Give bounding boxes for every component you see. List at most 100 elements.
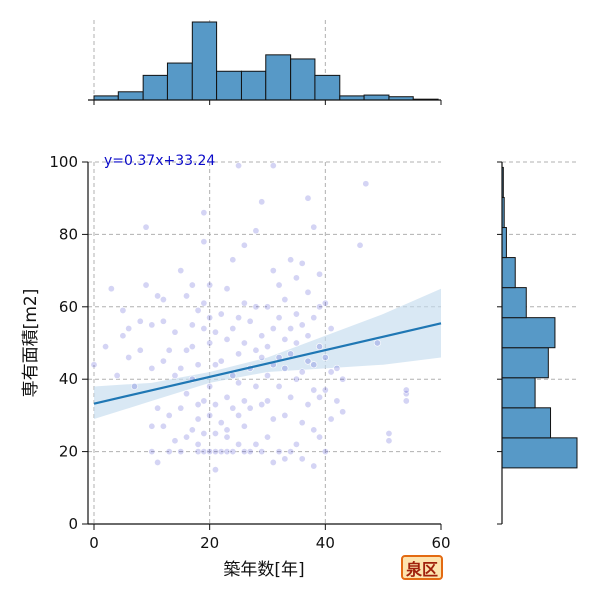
top-hist-bar (290, 58, 316, 101)
scatter-point (258, 353, 266, 361)
scatter-point (362, 180, 370, 188)
scatter-point (275, 382, 283, 390)
scatter-point (281, 335, 289, 343)
scatter-point (269, 267, 277, 275)
scatter-point (159, 296, 167, 304)
axes: 0 20 40 60 0 20 40 60 80 100 (49, 153, 450, 552)
y-axis-label: 専有面積[m2] (21, 289, 41, 398)
scatter-point (200, 325, 208, 333)
top-hist-bar (216, 70, 242, 101)
scatter-point (119, 332, 127, 340)
scatter-point (142, 281, 150, 289)
scatter-point (194, 361, 202, 369)
scatter-point (310, 223, 318, 231)
x-tick-label: 20 (200, 534, 219, 552)
scatter-point (252, 303, 260, 311)
scatter-point (171, 437, 179, 445)
scatter-point (148, 364, 156, 372)
area-badge: 泉区 (401, 555, 443, 580)
right-hist-bar (501, 317, 556, 349)
scatter-point (223, 426, 231, 434)
scatter-point (258, 448, 266, 456)
scatter-point (281, 296, 289, 304)
top-hist-bar (142, 74, 168, 101)
scatter-point (148, 448, 156, 456)
scatter-point (252, 382, 260, 390)
scatter-point (200, 209, 208, 217)
scatter-point (304, 401, 312, 409)
scatter-point (229, 448, 237, 456)
scatter-point (223, 448, 231, 456)
regression-equation: y=0.37x+33.24 (104, 153, 215, 169)
scatter-point (240, 448, 248, 456)
marginal-x-histogram (88, 20, 442, 105)
scatter-point (107, 285, 115, 293)
scatter-point (281, 364, 289, 372)
scatter-point (310, 386, 318, 394)
scatter-point (263, 372, 271, 380)
x-tick-label: 60 (431, 534, 450, 552)
scatter-point (281, 411, 289, 419)
scatter-point (287, 325, 295, 333)
scatter-point (102, 343, 110, 351)
scatter-point (240, 241, 248, 249)
scatter-point (339, 375, 347, 383)
scatter-point (310, 462, 318, 470)
x-tick-label: 0 (89, 534, 99, 552)
right-hist-bar (501, 257, 516, 289)
scatter-point (223, 433, 231, 441)
top-hist-bar (117, 91, 144, 101)
scatter-point (258, 332, 266, 340)
scatter-point (263, 343, 271, 351)
scatter-point (136, 346, 144, 354)
scatter-point (206, 448, 214, 456)
scatter-point (200, 238, 208, 246)
scatter-point (356, 241, 364, 249)
scatter-point (321, 353, 329, 361)
scatter-point (258, 198, 266, 206)
confidence-band-layer (94, 288, 441, 420)
scatter-point (130, 382, 138, 390)
scatter-point (194, 306, 202, 314)
scatter-point (269, 325, 277, 333)
scatter-point (235, 379, 243, 387)
scatter-point (200, 429, 208, 437)
scatter-point (240, 422, 248, 430)
scatter-point (119, 306, 127, 314)
scatter-point (177, 404, 185, 412)
right-hist-bar (501, 377, 536, 409)
scatter-point (292, 310, 300, 318)
scatter-point (159, 422, 167, 430)
scatter-point (165, 411, 173, 419)
scatter-point (188, 321, 196, 329)
scatter-point (235, 440, 243, 448)
scatter-point (240, 299, 248, 307)
scatter-point (183, 346, 191, 354)
scatter-point (252, 346, 260, 354)
top-hist-bar (314, 74, 341, 101)
top-hist-bar (265, 54, 292, 101)
scatter-point (316, 303, 324, 311)
scatter-point (148, 321, 156, 329)
scatter-point (304, 194, 312, 202)
scatter-point (275, 281, 283, 289)
right-hist-bar (501, 407, 552, 439)
scatter-point (188, 343, 196, 351)
scatter-point (194, 401, 202, 409)
scatter-point (321, 386, 329, 394)
scatter-point (217, 310, 225, 318)
scatter-point (385, 437, 393, 445)
scatter-point (275, 448, 283, 456)
scatter-point (287, 448, 295, 456)
scatter-point (223, 285, 231, 293)
scatter-point (154, 404, 162, 412)
scatter-point (165, 346, 173, 354)
scatter-point (263, 397, 271, 405)
scatter-point (287, 350, 295, 358)
top-hist-bar (339, 95, 365, 101)
scatter-point (269, 415, 277, 423)
scatter-point (263, 303, 271, 311)
scatter-points (90, 162, 410, 474)
scatter-point (339, 408, 347, 416)
